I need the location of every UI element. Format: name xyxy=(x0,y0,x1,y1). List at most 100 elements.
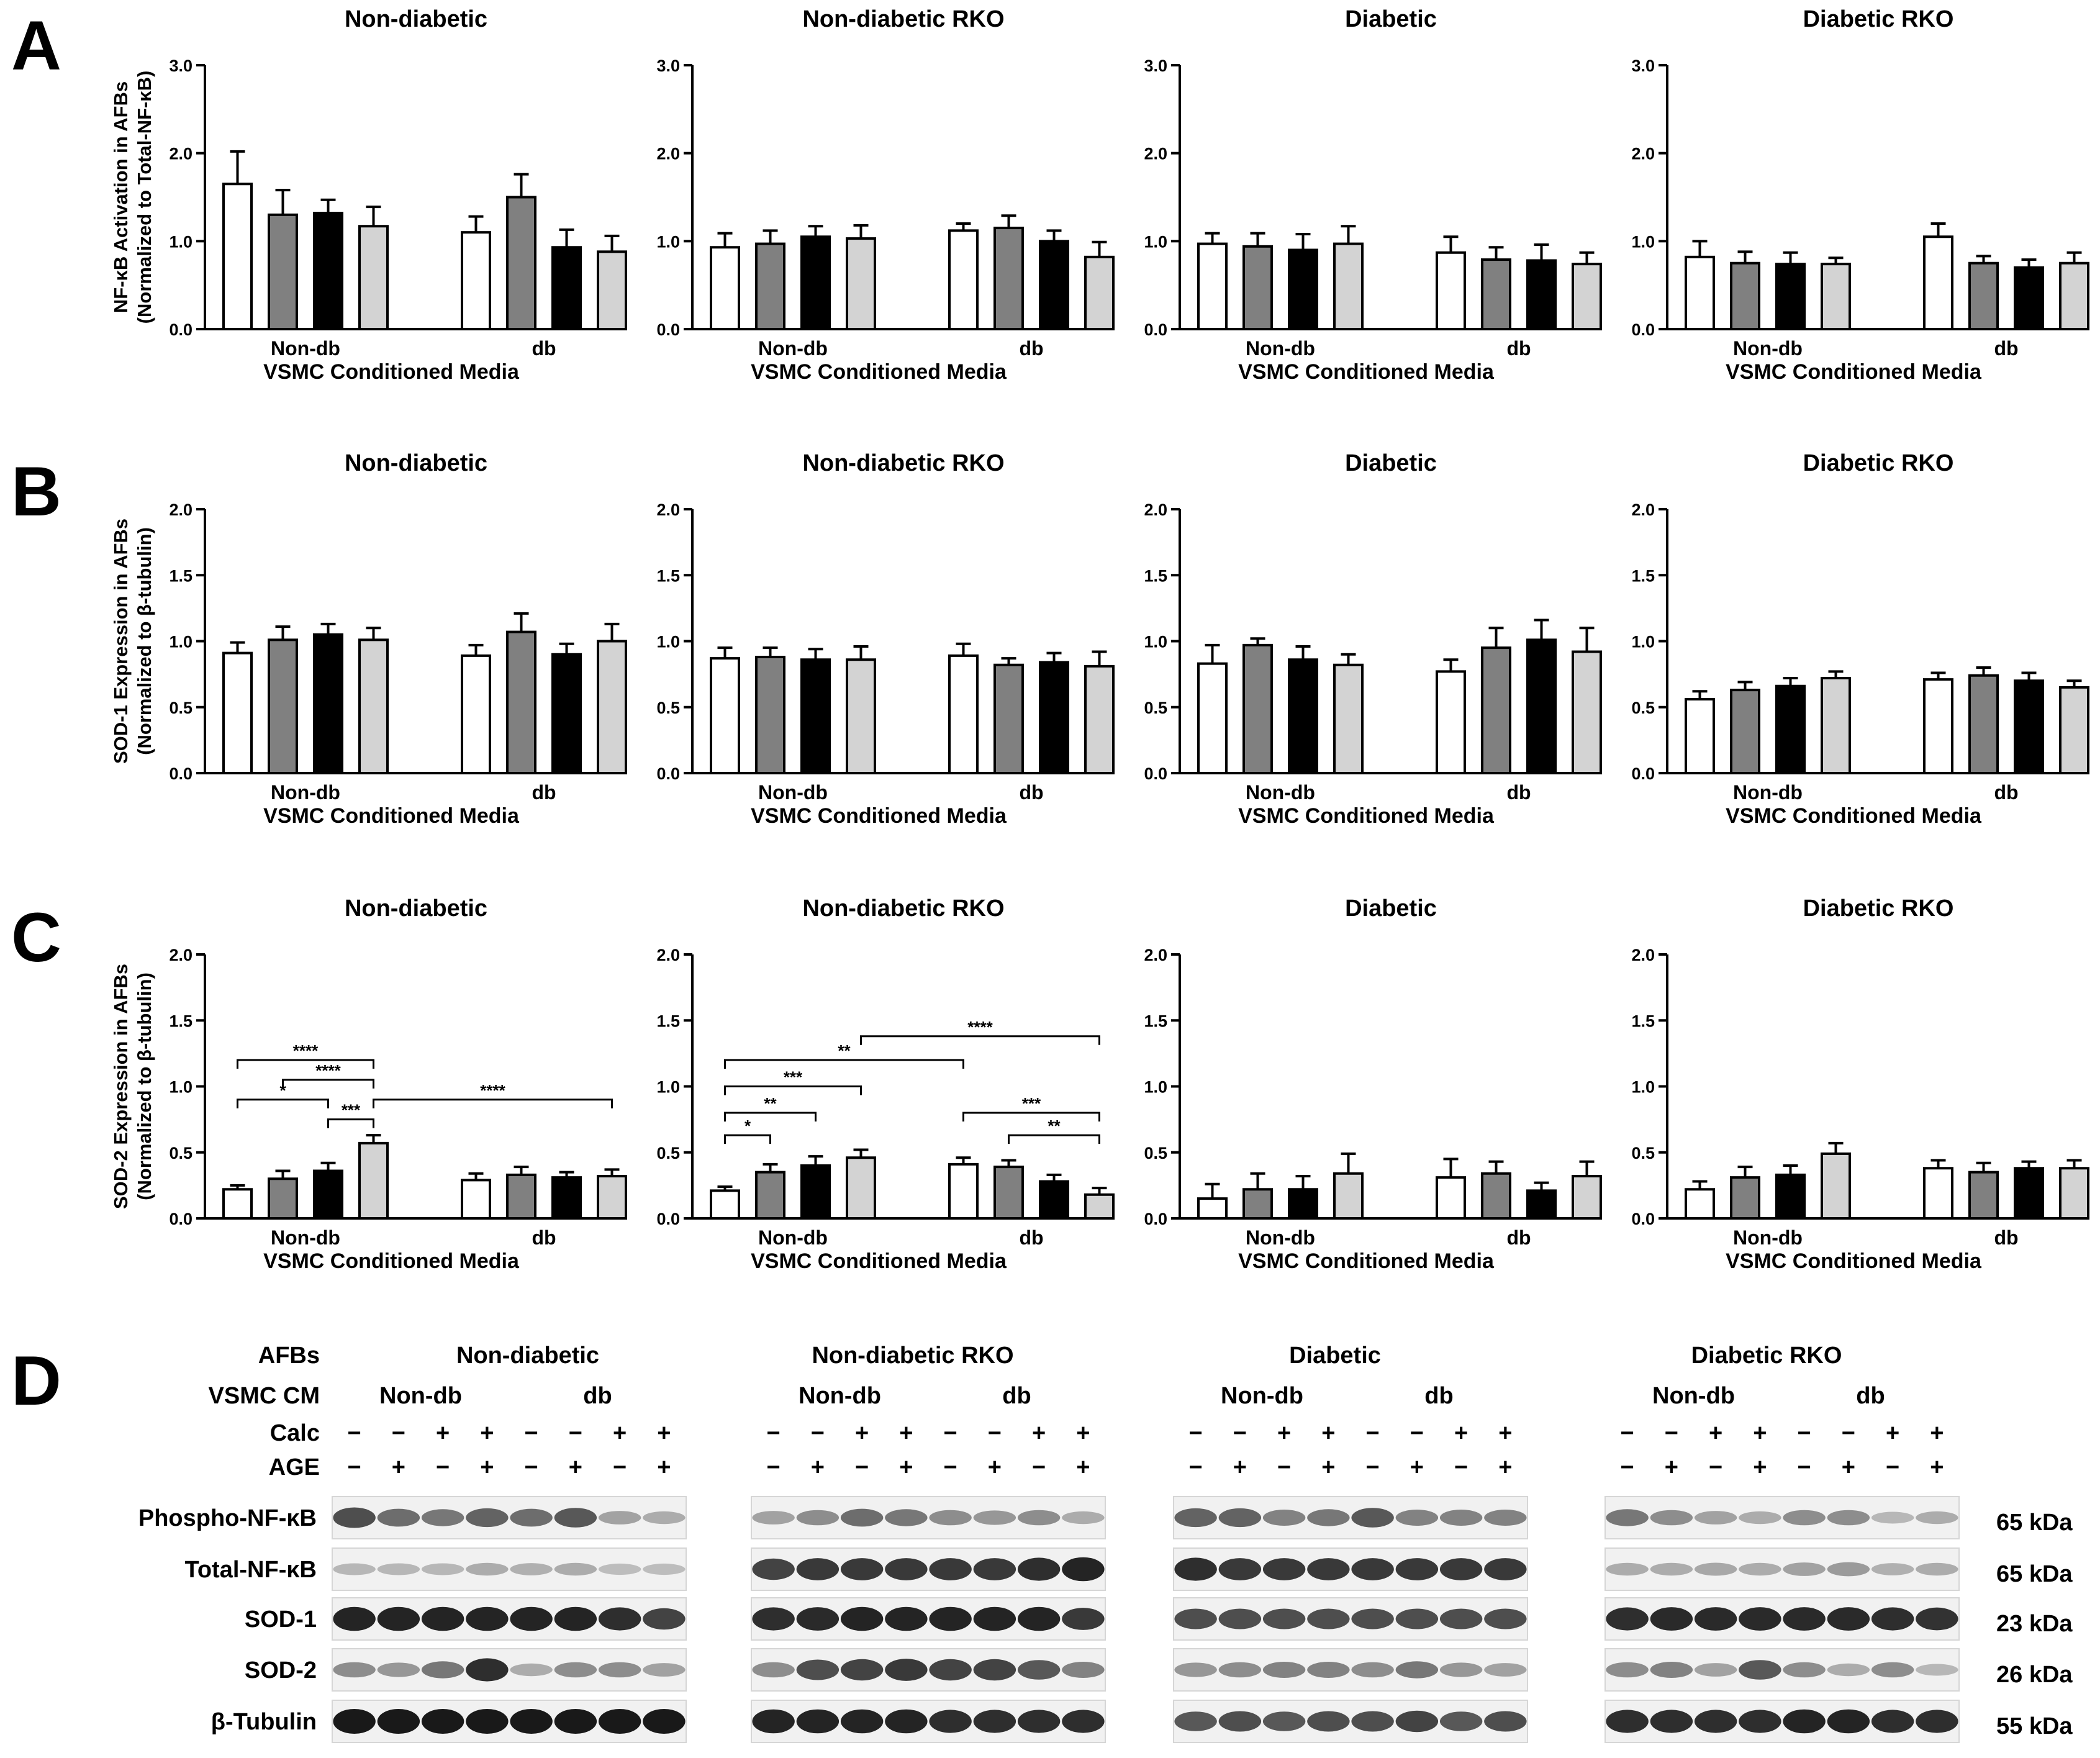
age-sign: + xyxy=(1930,1454,1944,1480)
blot-band xyxy=(510,1663,553,1677)
blot-band xyxy=(1827,1663,1870,1677)
group-label: db xyxy=(1994,781,2018,804)
bar xyxy=(313,633,343,774)
age-sign: + xyxy=(392,1454,405,1480)
group-label: Non-db xyxy=(271,781,340,804)
blot-band xyxy=(973,1606,1016,1631)
blot-band xyxy=(377,1709,420,1734)
x-axis-label: VSMC Conditioned Media xyxy=(1726,1249,1982,1273)
blot-band xyxy=(1694,1663,1737,1677)
bar xyxy=(1039,240,1069,331)
bar xyxy=(597,250,627,331)
significance-bracket xyxy=(327,1118,374,1128)
blot-band xyxy=(510,1606,553,1631)
group-label: db xyxy=(532,1226,556,1249)
y-axis-label-sub: (Normalized to β-tubulin) xyxy=(134,527,155,755)
blot-band xyxy=(643,1709,686,1734)
protein-label: Total-NF-κB xyxy=(184,1557,317,1583)
y-tick-label: 1.5 xyxy=(1144,566,1167,585)
y-tick-label: 0.5 xyxy=(656,1144,680,1162)
blot-band xyxy=(421,1661,464,1679)
panel-letter-b: B xyxy=(11,453,61,530)
calc-sign: − xyxy=(569,1420,582,1446)
blot-band xyxy=(1017,1606,1061,1631)
group-label: Non-db xyxy=(1246,337,1315,360)
blot-band xyxy=(1017,1510,1061,1526)
chart-c-3: Diabetic 0.0 0.5 1.0 1.5 2.0 Non-db db VSMC Cond… xyxy=(1144,895,1602,1273)
group-label: Non-db xyxy=(1246,781,1315,804)
blot-band xyxy=(752,1709,795,1734)
blot-band xyxy=(1017,1660,1061,1680)
blot-row-label-calc: Calc xyxy=(270,1420,320,1446)
bar xyxy=(755,656,785,774)
bar xyxy=(461,654,491,774)
blot-band xyxy=(1307,1711,1350,1732)
x-axis-label: VSMC Conditioned Media xyxy=(263,1249,520,1273)
blot-band xyxy=(377,1508,420,1527)
y-tick-label: 1.5 xyxy=(656,1012,680,1030)
age-sign: − xyxy=(944,1454,957,1480)
bar xyxy=(313,1169,343,1220)
y-tick-label: 1.0 xyxy=(169,633,192,651)
blot-band xyxy=(510,1709,553,1734)
age-sign: − xyxy=(1709,1454,1722,1480)
age-sign: + xyxy=(1410,1454,1424,1480)
blot-band xyxy=(1694,1562,1737,1576)
bar xyxy=(800,658,831,774)
significance-label: * xyxy=(279,1081,286,1100)
blot-band xyxy=(1174,1508,1217,1528)
bar xyxy=(948,654,979,774)
x-axis-label: VSMC Conditioned Media xyxy=(1238,804,1495,828)
blot-band xyxy=(1218,1608,1262,1629)
blot-band xyxy=(929,1710,972,1733)
blot-cm-label: db xyxy=(1002,1383,1031,1409)
significance-label: ** xyxy=(1048,1117,1061,1135)
bar xyxy=(1968,674,1999,774)
significance-bracket xyxy=(724,1112,817,1121)
blot-band xyxy=(1871,1511,1914,1524)
bar xyxy=(1730,1176,1760,1220)
blot-band xyxy=(554,1508,597,1528)
bar xyxy=(2014,266,2044,331)
calc-sign: − xyxy=(1366,1420,1380,1446)
blot-band xyxy=(421,1709,464,1734)
blot-band xyxy=(796,1607,840,1631)
calc-sign: + xyxy=(1321,1420,1335,1446)
y-tick-label: 0.0 xyxy=(169,764,192,783)
blot-band xyxy=(1650,1662,1693,1678)
blot-band xyxy=(510,1508,553,1527)
blot-band xyxy=(1916,1511,1958,1525)
bar xyxy=(268,213,298,331)
blot-cm-label: Non-db xyxy=(379,1383,462,1409)
protein-label: SOD-1 xyxy=(245,1606,317,1633)
chart-title: Non-diabetic xyxy=(345,450,487,476)
calc-sign: + xyxy=(855,1420,869,1446)
age-sign: + xyxy=(569,1454,582,1480)
blot-group-title: Non-diabetic xyxy=(456,1343,599,1369)
calc-sign: + xyxy=(1886,1420,1899,1446)
blot-band xyxy=(1395,1608,1439,1629)
blot-cm-label: db xyxy=(1424,1383,1453,1409)
group-label: db xyxy=(1994,337,2018,360)
blot-band xyxy=(1262,1558,1306,1580)
blot-band xyxy=(1827,1709,1870,1734)
bar xyxy=(846,658,876,774)
bar xyxy=(1821,677,1851,774)
bar xyxy=(846,1156,876,1220)
kda-label: 55 kDa xyxy=(1996,1713,2073,1739)
y-tick-label: 0.5 xyxy=(1631,1144,1655,1162)
age-sign: + xyxy=(1665,1454,1678,1480)
group-label: Non-db xyxy=(758,781,828,804)
significance-label: **** xyxy=(315,1061,341,1080)
blot-band xyxy=(840,1558,884,1580)
bar xyxy=(597,640,627,774)
bar xyxy=(1526,259,1557,330)
bar xyxy=(755,242,785,331)
bar xyxy=(1526,1189,1557,1220)
bar xyxy=(1288,248,1318,330)
blot-band xyxy=(1484,1663,1527,1677)
blot-band xyxy=(752,1607,795,1631)
age-sign: − xyxy=(1366,1454,1380,1480)
